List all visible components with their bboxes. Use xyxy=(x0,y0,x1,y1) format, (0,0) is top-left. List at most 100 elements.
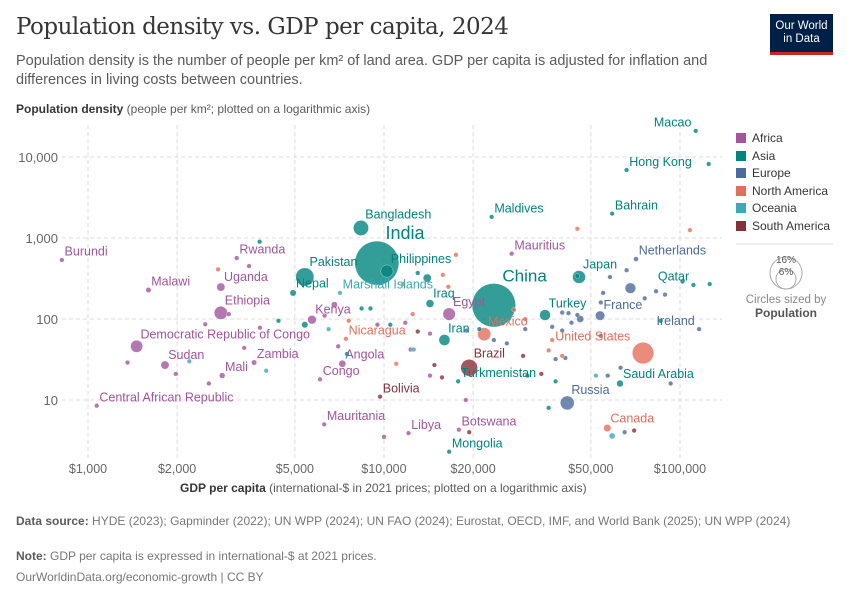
legend-swatch xyxy=(736,133,746,143)
data-point xyxy=(368,305,373,311)
data-point xyxy=(226,311,232,317)
note-label: Note: xyxy=(16,549,47,563)
legend-item-europe[interactable]: Europe xyxy=(736,166,791,180)
data-point xyxy=(559,353,565,359)
source-text: HYDE (2023); Gapminder (2022); UN WPP (2… xyxy=(92,514,791,528)
data-label: Philippines xyxy=(391,252,451,266)
data-label: Iran xyxy=(448,322,470,336)
data-point xyxy=(251,359,257,366)
data-label: Netherlands xyxy=(639,244,706,258)
data-point xyxy=(427,373,433,379)
data-point xyxy=(520,353,526,359)
data-point xyxy=(206,381,212,386)
data-point xyxy=(553,378,559,384)
data-point xyxy=(335,343,341,349)
data-point xyxy=(160,360,170,370)
data-point xyxy=(618,365,624,371)
data-point xyxy=(393,361,399,367)
data-point xyxy=(680,279,685,284)
data-point xyxy=(696,326,702,332)
data-label: Egypt xyxy=(453,295,485,309)
data-point xyxy=(257,239,263,245)
data-point xyxy=(427,331,433,337)
data-label: China xyxy=(502,266,547,285)
note: Note: GDP per capita is expressed in int… xyxy=(16,548,377,564)
data-point xyxy=(522,316,528,322)
data-label: Pakistan xyxy=(310,255,358,269)
data-label: Bangladesh xyxy=(365,207,431,221)
note-text: GDP per capita is expressed in internati… xyxy=(50,549,377,563)
data-point xyxy=(476,326,482,332)
data-point xyxy=(322,313,328,319)
data-point xyxy=(276,318,281,324)
legend-item-north-america[interactable]: North America xyxy=(736,184,828,198)
data-point xyxy=(145,287,152,293)
data-label: Bahrain xyxy=(615,198,658,212)
legend-item-south-america[interactable]: South America xyxy=(736,219,830,233)
data-label: Congo xyxy=(323,364,360,378)
data-point xyxy=(616,379,624,387)
data-point xyxy=(445,284,451,290)
data-label: Nicaragua xyxy=(349,323,406,337)
x-tick-label: $5,000 xyxy=(276,462,314,476)
data-point xyxy=(491,337,497,343)
legend-item-africa[interactable]: Africa xyxy=(736,131,783,145)
data-point xyxy=(380,264,394,278)
data-label: France xyxy=(603,298,642,312)
data-point xyxy=(377,394,383,400)
data-point xyxy=(344,351,350,357)
data-point xyxy=(241,345,247,351)
data-point xyxy=(337,290,343,296)
size-legend-caption: Circles sized by xyxy=(746,294,827,306)
x-tick-label: $20,000 xyxy=(451,462,496,476)
legend-swatch xyxy=(736,150,746,161)
data-point xyxy=(130,340,143,353)
data-label: United States xyxy=(555,329,630,343)
data-point xyxy=(706,161,712,167)
data-point xyxy=(289,289,297,297)
data-point xyxy=(387,322,393,328)
data-point xyxy=(546,347,552,353)
y-tick-label: 10,000 xyxy=(18,150,58,165)
data-point xyxy=(605,373,611,379)
data-point xyxy=(574,226,580,232)
data-label: Uganda xyxy=(224,270,268,284)
data-point xyxy=(359,305,365,311)
credit-link[interactable]: OurWorldinData.org/economic-growth | CC … xyxy=(16,570,264,584)
data-label: Canada xyxy=(610,411,654,425)
data-point xyxy=(295,267,315,287)
legend-item-asia[interactable]: Asia xyxy=(736,149,775,163)
x-axis-label-rest: (international-$ in 2021 prices; plotted… xyxy=(265,481,587,495)
data-point xyxy=(466,429,472,435)
data-label: India xyxy=(385,223,425,243)
legend-label: Africa xyxy=(752,131,783,145)
data-label: Macao xyxy=(654,116,692,130)
data-label: Rwanda xyxy=(239,243,285,257)
data-point xyxy=(489,214,495,220)
data-point xyxy=(374,322,380,328)
data-point xyxy=(553,356,559,362)
data-point xyxy=(216,282,226,292)
data-point xyxy=(598,300,604,305)
chart-subtitle: Population density is the number of peop… xyxy=(16,53,708,88)
legend-item-oceania[interactable]: Oceania xyxy=(736,201,797,215)
data-point xyxy=(439,374,445,380)
data-point xyxy=(600,290,606,296)
data-point xyxy=(326,326,332,332)
owid-logo[interactable]: Our World in Data xyxy=(770,14,833,55)
chart-title: Population density vs. GDP per capita, 2… xyxy=(16,14,509,40)
legend-swatch xyxy=(736,203,746,214)
data-point xyxy=(301,321,309,329)
y-axis-label: Population density (people per km²; plot… xyxy=(16,102,370,116)
data-point xyxy=(415,329,421,334)
data-point xyxy=(633,256,639,262)
data-point xyxy=(569,320,574,326)
legend-label: South America xyxy=(752,219,831,233)
data-point xyxy=(246,263,252,269)
data-point xyxy=(317,376,323,382)
data-point xyxy=(624,267,630,273)
data-point xyxy=(453,252,459,258)
data-label: Libya xyxy=(411,418,441,432)
